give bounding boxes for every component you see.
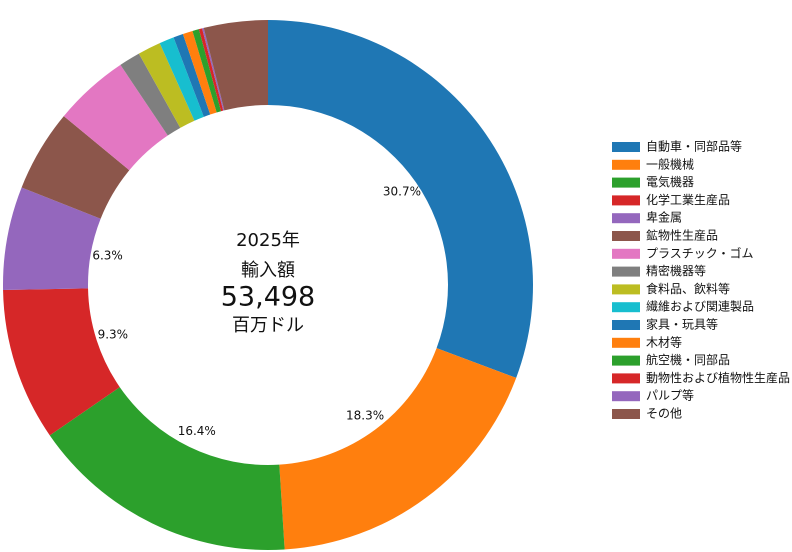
legend-swatch <box>612 213 640 224</box>
donut-slice <box>268 20 533 378</box>
legend-swatch <box>612 284 640 295</box>
donut-slice <box>182 30 217 115</box>
legend-label: パルプ等 <box>646 389 694 403</box>
legend-label: 木材等 <box>646 335 682 349</box>
legend-swatch <box>612 302 640 313</box>
donut-slice <box>198 28 224 112</box>
legend-label: 自動車・同部品等 <box>646 139 742 154</box>
legend-label: 電気機器 <box>646 174 694 189</box>
legend-swatch <box>612 195 640 206</box>
donut-slice <box>202 27 225 111</box>
center-year: 2025年 <box>236 230 300 251</box>
legend-label: 一般機械 <box>646 156 694 171</box>
legend-swatch <box>612 248 640 259</box>
legend-swatch <box>612 231 640 241</box>
donut-slice <box>2 187 101 290</box>
slice-label: 9.3% <box>98 327 129 341</box>
donut-slice <box>203 20 268 111</box>
donut-slice <box>120 53 181 136</box>
donut-slice <box>3 288 120 436</box>
donut-slice <box>279 348 517 550</box>
legend-swatch <box>612 391 640 402</box>
center-unit: 百万ドル <box>232 315 304 336</box>
donut-slice <box>138 43 195 128</box>
legend-label: その他 <box>646 407 682 421</box>
center-total: 53,498 <box>221 282 315 313</box>
legend-swatch <box>612 266 640 277</box>
legend-swatch <box>612 373 640 384</box>
donut-slice <box>173 34 211 117</box>
legend-label: 卑金属 <box>646 210 682 225</box>
slice-label: 6.3% <box>92 248 123 262</box>
legend-label: 家具・玩具等 <box>646 317 718 332</box>
legend-swatch <box>612 337 640 348</box>
legend-swatch <box>612 177 640 188</box>
slice-label: 30.7% <box>383 185 421 199</box>
legend-label: プラスチック・ゴム <box>646 245 754 260</box>
legend-label: 精密機器等 <box>646 263 706 278</box>
legend-swatch <box>612 142 640 152</box>
legend-label: 化学工業生産品 <box>646 192 730 207</box>
legend-label: 繊維および関連製品 <box>646 300 754 314</box>
legend-swatch <box>612 320 640 330</box>
legend-swatch <box>612 159 640 170</box>
legend-label: 鉱物性生産品 <box>646 228 718 243</box>
donut-slice <box>192 29 222 113</box>
legend-swatch <box>612 409 640 419</box>
donut-slice <box>159 37 204 121</box>
donut-slice <box>49 387 285 550</box>
legend-label: 食料品、飲料等 <box>646 281 730 296</box>
slice-label: 16.4% <box>178 424 216 438</box>
slice-label: 18.3% <box>346 408 384 422</box>
center-label: 輸入額 <box>241 260 295 281</box>
donut-slice <box>21 116 130 219</box>
legend-label: 航空機・同部品 <box>646 352 730 367</box>
legend-label: 動物性および植物性生産品 <box>646 370 790 385</box>
legend-swatch <box>612 355 640 366</box>
donut-slice <box>63 64 168 171</box>
